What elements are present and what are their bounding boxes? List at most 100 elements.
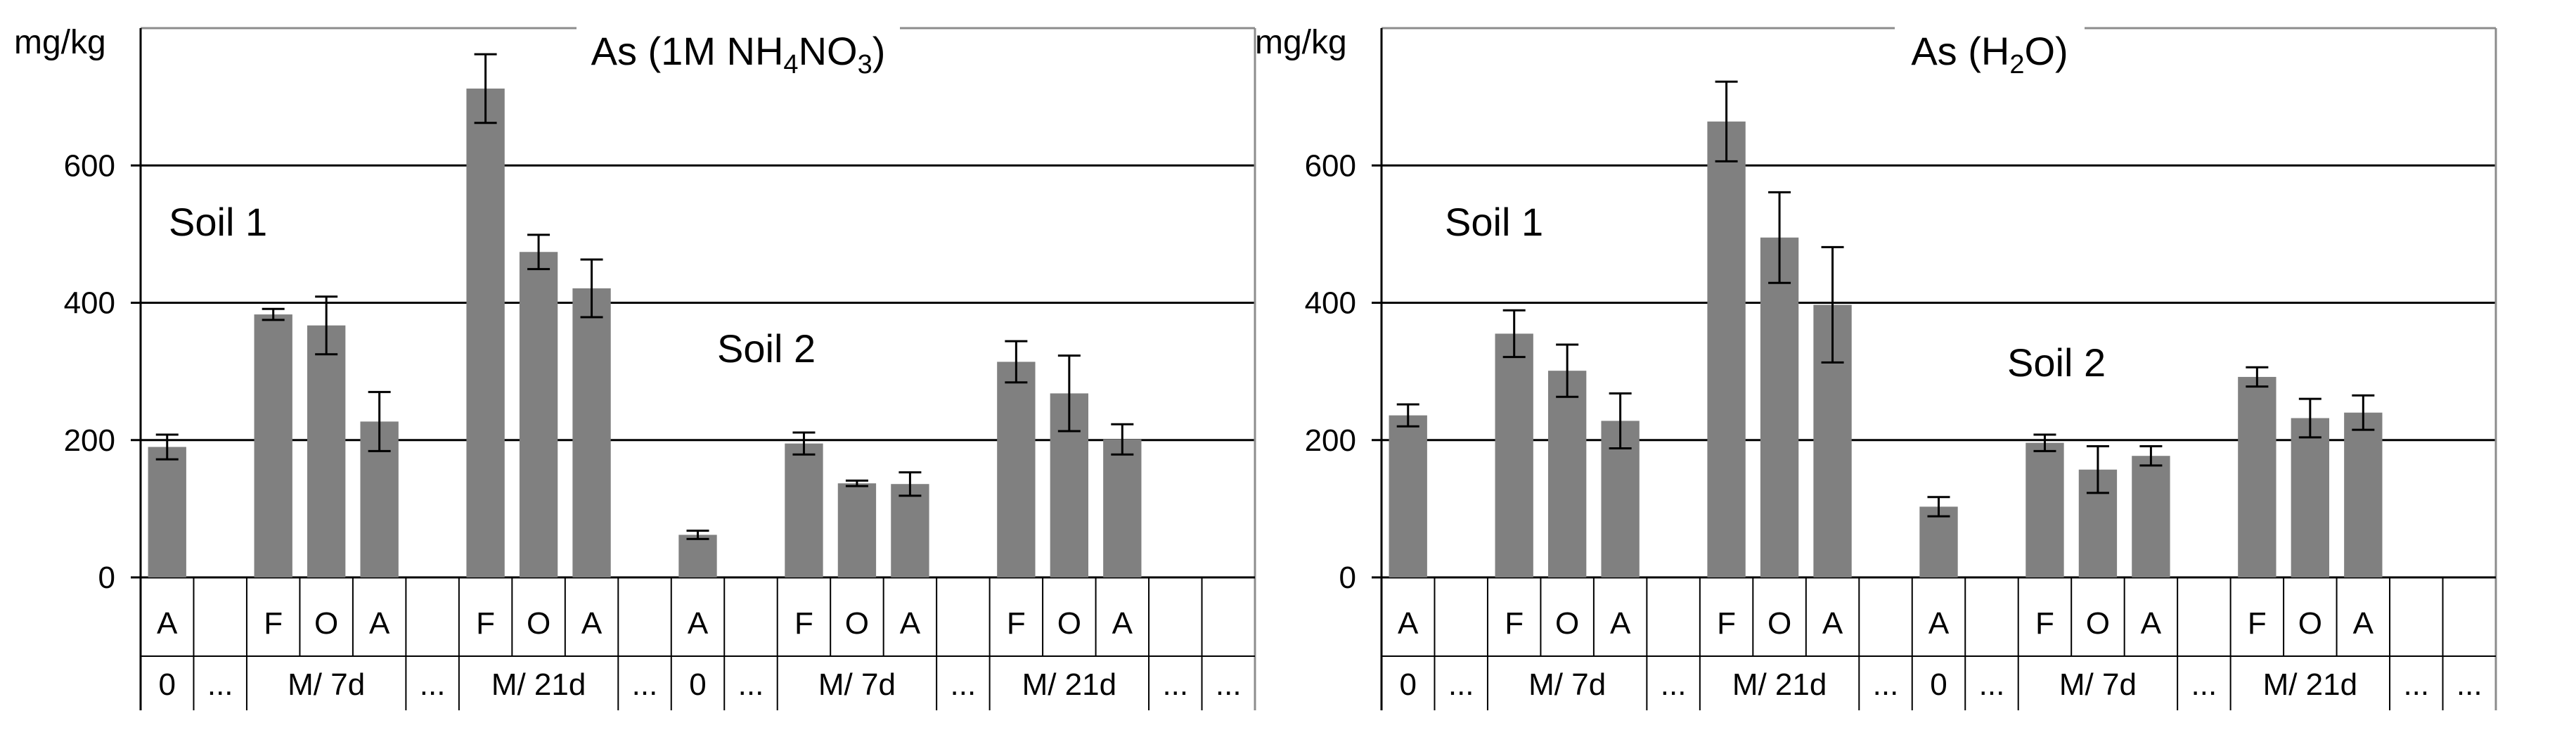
y-axis-label: mg/kg bbox=[1255, 24, 1347, 61]
category-label: O bbox=[845, 606, 869, 641]
category-label: O bbox=[527, 606, 550, 641]
y-tick-label: 400 bbox=[1305, 286, 1356, 321]
title-text: ) bbox=[872, 29, 886, 73]
bar bbox=[2132, 456, 2170, 577]
soil1-annotation: Soil 1 bbox=[169, 200, 267, 244]
category-label: F bbox=[1505, 606, 1524, 641]
group-label: 0 bbox=[158, 667, 175, 702]
chart-title-group: As (H2O) bbox=[1895, 14, 2085, 79]
ellipsis-label: ... bbox=[207, 667, 233, 702]
category-label: F bbox=[2248, 606, 2267, 641]
bar bbox=[307, 325, 346, 577]
ellipsis-label: ... bbox=[1162, 667, 1188, 702]
y-axis-label: mg/kg bbox=[14, 24, 106, 61]
bar bbox=[837, 483, 877, 577]
y-tick-label: 600 bbox=[64, 148, 115, 183]
category-label: A bbox=[581, 606, 603, 641]
category-label: F bbox=[1007, 606, 1026, 641]
bar bbox=[2238, 376, 2276, 577]
bar bbox=[466, 88, 505, 577]
bar bbox=[1103, 439, 1142, 577]
chart-title: As (1M NH4NO3) bbox=[591, 29, 886, 79]
category-label: A bbox=[369, 606, 390, 641]
category-label: O bbox=[2298, 606, 2322, 641]
bar bbox=[2291, 418, 2330, 577]
title-text: O) bbox=[2024, 29, 2068, 73]
soil1-annotation: Soil 1 bbox=[1445, 200, 1543, 244]
category-label: A bbox=[157, 606, 178, 641]
group-label: 0 bbox=[1399, 667, 1416, 702]
category-label: O bbox=[2086, 606, 2110, 641]
soil2-annotation: Soil 2 bbox=[717, 326, 816, 371]
group-label: M/ 7d bbox=[1528, 667, 1606, 702]
group-label: 0 bbox=[689, 667, 706, 702]
bar bbox=[148, 447, 186, 577]
group-label: M/ 7d bbox=[818, 667, 896, 702]
group-label: M/ 7d bbox=[288, 667, 365, 702]
category-label: F bbox=[2035, 606, 2054, 641]
bar bbox=[1547, 371, 1587, 577]
ellipsis-label: ... bbox=[2403, 667, 2429, 702]
bar bbox=[1389, 415, 1427, 577]
group-label: M/ 7d bbox=[2059, 667, 2137, 702]
bar bbox=[2344, 412, 2383, 577]
bar bbox=[1919, 506, 1958, 577]
category-label: F bbox=[476, 606, 495, 641]
chart-title: As (H2O) bbox=[1911, 29, 2068, 79]
title-background bbox=[577, 14, 900, 56]
soil2-annotation: Soil 2 bbox=[2007, 340, 2106, 385]
category-label: A bbox=[1822, 606, 1843, 641]
title-text: NO bbox=[799, 29, 858, 73]
group-label: M/ 21d bbox=[1022, 667, 1117, 702]
bar bbox=[2026, 442, 2064, 577]
y-tick-label: 0 bbox=[98, 561, 115, 595]
category-label: A bbox=[2141, 606, 2162, 641]
bar bbox=[1495, 333, 1533, 577]
category-label: F bbox=[264, 606, 283, 641]
category-label: O bbox=[1057, 606, 1081, 641]
title-subscript: 3 bbox=[858, 50, 872, 79]
ellipsis-label: ... bbox=[951, 667, 977, 702]
bar bbox=[891, 484, 929, 577]
group-label: 0 bbox=[1930, 667, 1947, 702]
ellipsis-label: ... bbox=[1979, 667, 2005, 702]
ellipsis-label: ... bbox=[1216, 667, 1242, 702]
category-label: A bbox=[1398, 606, 1419, 641]
bar bbox=[1707, 121, 1746, 577]
group-label: M/ 21d bbox=[491, 667, 586, 702]
y-tick-label: 200 bbox=[1305, 423, 1356, 458]
category-label: F bbox=[794, 606, 813, 641]
category-label: F bbox=[1717, 606, 1736, 641]
group-label: M/ 21d bbox=[1732, 667, 1827, 702]
category-label: A bbox=[688, 606, 709, 641]
category-label: A bbox=[900, 606, 921, 641]
bar bbox=[519, 252, 558, 577]
category-label: A bbox=[1610, 606, 1631, 641]
ellipsis-label: ... bbox=[632, 667, 658, 702]
title-subscript: 2 bbox=[2009, 50, 2024, 79]
y-tick-label: 200 bbox=[64, 423, 115, 458]
y-tick-label: 600 bbox=[1305, 148, 1356, 183]
bar bbox=[572, 288, 611, 577]
bar bbox=[678, 534, 717, 577]
ellipsis-label: ... bbox=[2456, 667, 2482, 702]
bar bbox=[1760, 237, 1799, 577]
title-background bbox=[1895, 14, 2085, 56]
ellipsis-label: ... bbox=[1448, 667, 1474, 702]
category-label: O bbox=[314, 606, 338, 641]
ellipsis-label: ... bbox=[420, 667, 446, 702]
ellipsis-label: ... bbox=[1873, 667, 1899, 702]
title-subscript: 4 bbox=[783, 50, 798, 79]
title-text: As (1M NH bbox=[591, 29, 784, 73]
category-label: A bbox=[2353, 606, 2374, 641]
bar bbox=[254, 314, 292, 577]
bar bbox=[785, 443, 823, 577]
ellipsis-label: ... bbox=[738, 667, 764, 702]
ellipsis-label: ... bbox=[2191, 667, 2217, 702]
y-tick-label: 400 bbox=[64, 286, 115, 321]
category-label: A bbox=[1112, 606, 1133, 641]
bar bbox=[997, 361, 1036, 577]
